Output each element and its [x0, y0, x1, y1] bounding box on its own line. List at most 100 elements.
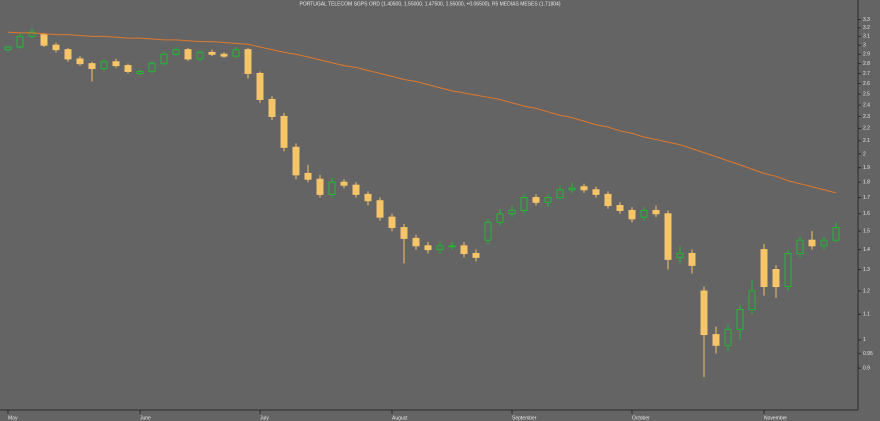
candle-body: [148, 63, 156, 72]
y-tick-label: 2: [863, 151, 866, 157]
candle-body: [76, 58, 84, 65]
candle-body: [448, 245, 456, 248]
candle-body: [460, 245, 468, 254]
candle-body: [784, 252, 792, 288]
candle-body: [592, 189, 600, 195]
y-tick-label: 1.6: [863, 211, 870, 217]
candle-body: [472, 252, 480, 258]
y-tick-label: 1.4: [863, 247, 870, 253]
y-tick-label: 2.6: [863, 81, 870, 87]
chart-title: PORTUGAL TELECOM SGPS ORD (1.40500, 1.55…: [299, 1, 560, 7]
y-tick-label: 2.2: [863, 126, 870, 132]
candle-body: [772, 268, 780, 288]
candle-body: [796, 239, 804, 254]
candle-body: [676, 252, 684, 258]
candle-body: [688, 252, 696, 266]
x-tick-label: May: [8, 415, 18, 421]
y-tick-label: 1.5: [863, 228, 870, 234]
x-tick-label: November: [764, 415, 787, 421]
candle-body: [244, 49, 252, 74]
candle-body: [820, 239, 828, 247]
candle-body: [640, 209, 648, 218]
y-tick-label: 1: [863, 337, 866, 343]
y-tick-label: 1.3: [863, 267, 870, 273]
x-tick-label: August: [392, 415, 408, 421]
candle-body: [376, 200, 384, 218]
y-tick-label: 0.9: [863, 365, 870, 371]
y-tick-label: 3.1: [863, 34, 870, 40]
candle-body: [700, 290, 708, 336]
candle-body: [484, 221, 492, 241]
candle-body: [316, 178, 324, 195]
y-tick-label: 2.8: [863, 61, 870, 67]
y-tick-label: 2.3: [863, 114, 870, 120]
candle-body: [64, 49, 72, 60]
candle-body: [184, 49, 192, 60]
candle-body: [220, 53, 228, 57]
candle-body: [436, 245, 444, 251]
y-tick-label: 2.4: [863, 102, 870, 108]
y-tick-label: 3.2: [863, 25, 870, 31]
candle-body: [544, 197, 552, 203]
candle-body: [280, 115, 288, 148]
candle-body: [292, 146, 300, 176]
candle-body: [364, 193, 372, 202]
x-tick-label: July: [260, 415, 269, 421]
y-tick-label: 1.7: [863, 195, 870, 201]
y-tick-label: 2.5: [863, 91, 870, 97]
candle-body: [340, 181, 348, 186]
candle-body: [172, 49, 180, 55]
candle-body: [724, 328, 732, 346]
candle-body: [52, 44, 60, 51]
y-tick-label: 2.7: [863, 71, 870, 77]
candle-body: [808, 239, 816, 247]
candle-body: [112, 61, 120, 67]
y-tick-label: 1.9: [863, 165, 870, 171]
candle-body: [748, 290, 756, 310]
candle-body: [736, 308, 744, 330]
candle-body: [100, 61, 108, 70]
moving-average: [7, 31, 837, 194]
x-tick-label: September: [512, 415, 537, 421]
candle-body: [424, 245, 432, 251]
y-tick-label: 0.95: [863, 351, 873, 357]
candle-body: [400, 227, 408, 239]
candle-body: [136, 70, 144, 74]
candle-body: [232, 49, 240, 57]
candle-body: [712, 334, 720, 346]
candle-body: [412, 237, 420, 247]
candle-body: [760, 249, 768, 288]
candle-body: [268, 98, 276, 117]
candle-body: [328, 181, 336, 195]
candle-body: [616, 205, 624, 211]
candle-body: [496, 213, 504, 223]
candle-body: [4, 46, 12, 51]
candle-body: [532, 197, 540, 203]
candle-body: [604, 193, 612, 207]
candle-body: [40, 34, 48, 46]
x-tick-label: October: [632, 415, 650, 421]
candle-body: [16, 35, 24, 48]
candle-body: [556, 189, 564, 199]
y-tick-label: 1.8: [863, 180, 870, 186]
candle-body: [520, 197, 528, 211]
candle-body: [664, 213, 672, 260]
candle-body: [88, 63, 96, 70]
y-tick-label: 1.1: [863, 312, 870, 318]
candle-body: [508, 209, 516, 215]
candle-body: [124, 65, 132, 72]
candle-body: [580, 186, 588, 191]
y-tick-label: 2.9: [863, 52, 870, 58]
y-tick-label: 3: [863, 42, 866, 48]
candle-body: [832, 227, 840, 241]
candle-body: [208, 51, 216, 55]
y-tick-label: 1.2: [863, 288, 870, 294]
candle-body: [388, 216, 396, 229]
candle-body: [568, 187, 576, 191]
candle-body: [628, 209, 636, 220]
candle-body: [256, 72, 264, 100]
x-tick-label: June: [140, 415, 151, 421]
y-tick-label: 3.3: [863, 17, 870, 23]
